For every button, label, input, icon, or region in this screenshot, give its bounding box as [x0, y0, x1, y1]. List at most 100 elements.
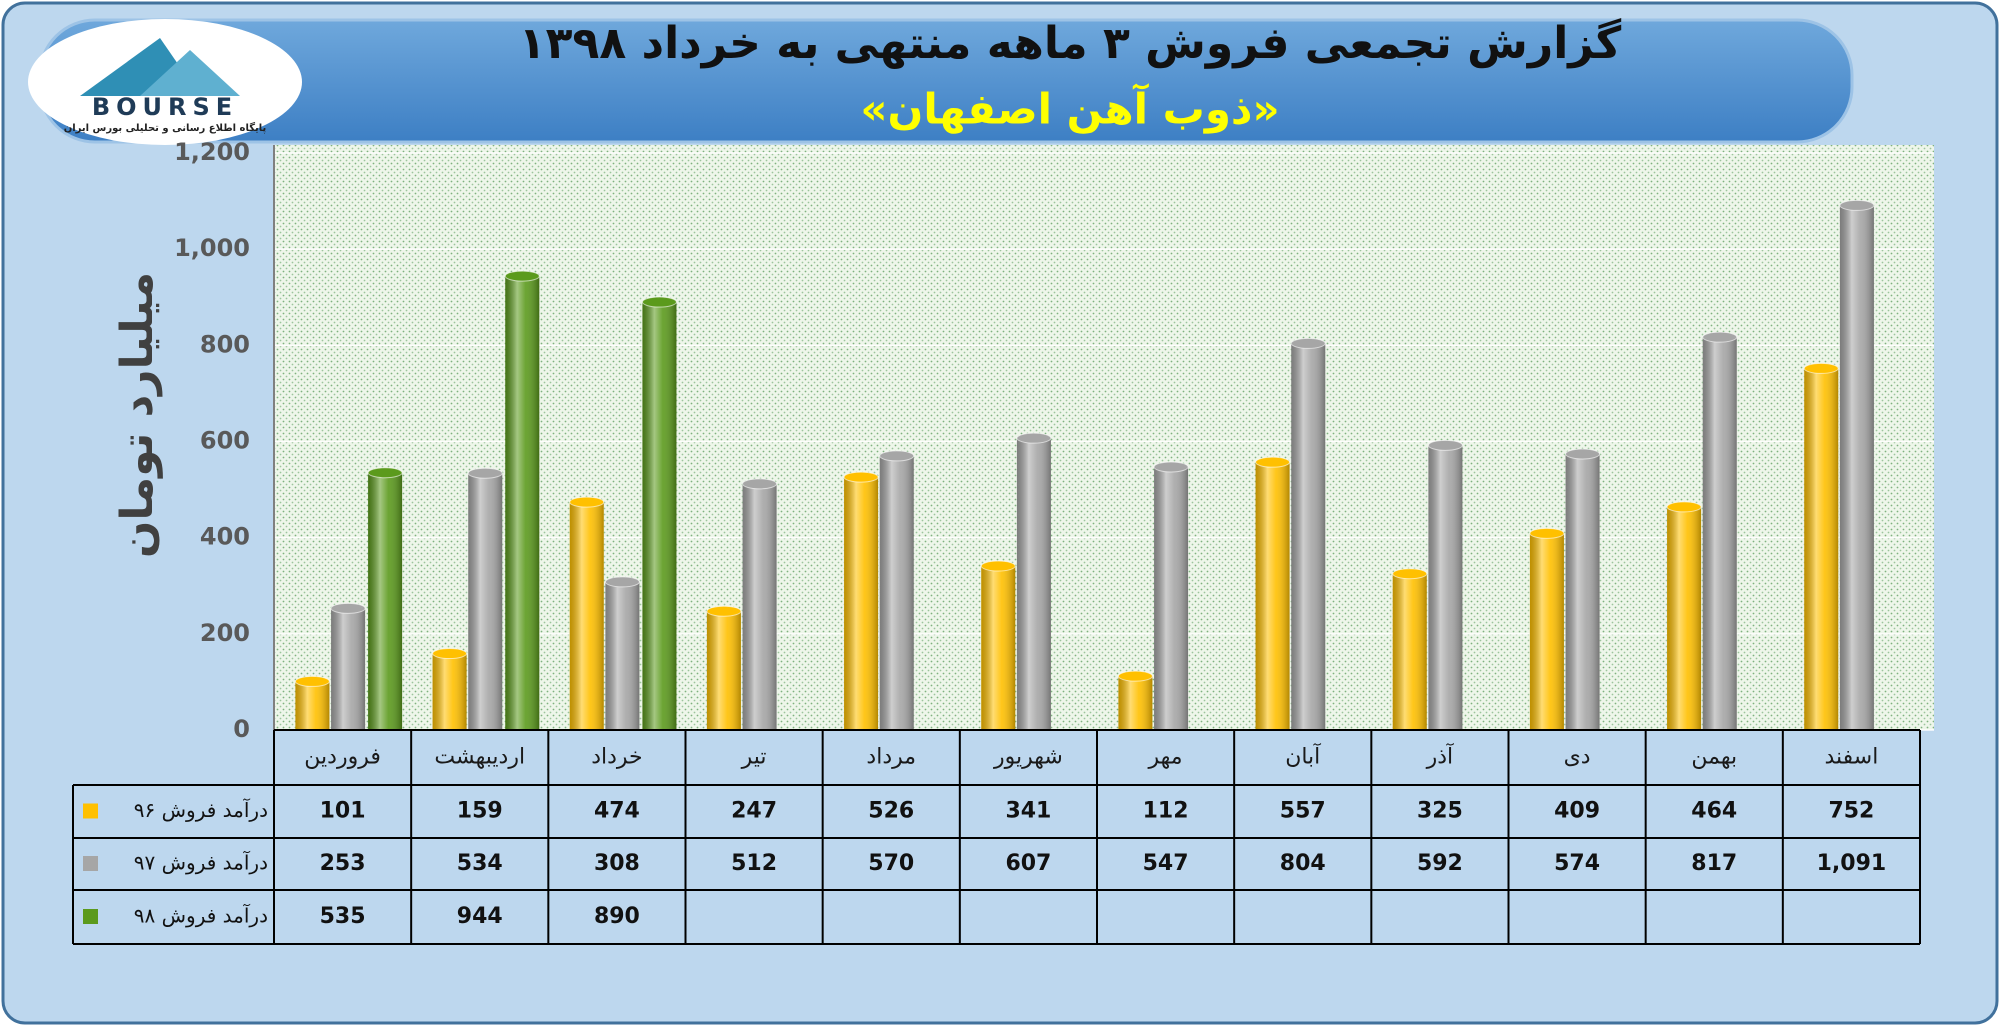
x-tick-label: شهریور	[993, 745, 1063, 770]
plot-area	[274, 145, 1934, 730]
bar-shading	[981, 566, 1016, 730]
table-value: 752	[1828, 799, 1874, 824]
table-value: 101	[320, 799, 366, 824]
bar-cap	[467, 467, 503, 479]
table-value: 890	[594, 904, 640, 929]
table-value: 592	[1417, 851, 1463, 876]
table-value: 159	[457, 799, 503, 824]
bar-shading	[844, 477, 879, 730]
table-value: 526	[868, 799, 914, 824]
bar-cap	[1290, 337, 1326, 349]
bar-shading	[1255, 462, 1290, 730]
bar-shading	[1016, 438, 1051, 730]
x-tick-label: آذر	[1426, 743, 1454, 770]
table-value: 557	[1280, 799, 1326, 824]
bar-shading	[706, 611, 741, 730]
bar-cap	[569, 496, 605, 508]
x-tick-label: تیر	[741, 745, 767, 770]
bar-shading	[605, 581, 640, 730]
legend-label: درآمد فروش ۹۸	[134, 903, 268, 928]
y-tick-label: 0	[233, 715, 250, 743]
x-tick-label: بهمن	[1691, 745, 1737, 770]
y-tick-label: 1,000	[174, 234, 250, 262]
bar-cap	[367, 467, 403, 479]
table-value: 112	[1143, 799, 1189, 824]
y-tick-label: 600	[200, 427, 250, 455]
bar-cap	[1255, 456, 1291, 468]
table-value: 535	[320, 904, 366, 929]
bar-cap	[706, 605, 742, 617]
bar-cap	[843, 471, 879, 483]
bar-shading	[642, 302, 677, 730]
chart-subtitle: «ذوب آهن اصفهان»	[860, 84, 1279, 135]
bar-cap	[432, 648, 468, 660]
bar-shading	[1702, 337, 1737, 730]
bar-shading	[1804, 368, 1839, 730]
table-value: 325	[1417, 799, 1463, 824]
bar-shading	[295, 681, 330, 730]
table-value: 464	[1691, 799, 1737, 824]
bar-shading	[1529, 533, 1564, 730]
y-tick-label: 1,200	[174, 138, 250, 166]
legend-swatch	[83, 856, 98, 871]
table-value: 409	[1554, 799, 1600, 824]
table-value: 804	[1280, 851, 1326, 876]
bar-cap	[1529, 527, 1565, 539]
bar-cap	[1839, 199, 1875, 211]
x-tick-label: اسفند	[1824, 745, 1878, 770]
legend-swatch	[83, 909, 98, 924]
bar-cap	[879, 450, 915, 462]
logo-text: BOURSE	[92, 93, 238, 121]
x-tick-label: آبان	[1285, 743, 1321, 770]
bar-cap	[641, 296, 677, 308]
bar-shading	[879, 455, 914, 730]
bar-cap	[1153, 461, 1189, 473]
bar-shading	[1154, 466, 1189, 730]
table-value: 817	[1691, 851, 1737, 876]
bar-cap	[604, 576, 640, 588]
legend-label: درآمد فروش ۹۶	[134, 797, 268, 822]
logo-tagline: پایگاه اطلاع رسانی و تحلیلی بورس ایران	[64, 121, 267, 134]
bar-shading	[468, 473, 503, 730]
bar-cap	[1117, 670, 1153, 682]
bar-shading	[1667, 506, 1702, 730]
legend-swatch	[83, 803, 98, 819]
y-tick-label: 200	[200, 619, 250, 647]
x-tick-label: خرداد	[591, 745, 642, 770]
bar-shading	[505, 276, 540, 730]
table-value: 1,091	[1817, 851, 1887, 876]
table-value: 341	[1005, 799, 1051, 824]
x-tick-label: اردیبهشت	[434, 745, 525, 770]
table-value: 547	[1143, 851, 1189, 876]
logo: BOURSE پایگاه اطلاع رسانی و تحلیلی بورس …	[28, 19, 302, 145]
bar-cap	[294, 675, 330, 687]
bar-cap	[1565, 448, 1601, 460]
table-value: 944	[457, 904, 503, 929]
table-value: 253	[320, 851, 366, 876]
bar-shading	[1839, 205, 1874, 730]
x-tick-label: فروردین	[304, 745, 381, 770]
bar-shading	[1291, 343, 1326, 730]
bar-cap	[1803, 362, 1839, 374]
x-tick-label: دی	[1564, 745, 1591, 770]
bar-shading	[1428, 445, 1463, 730]
bar-cap	[1427, 439, 1463, 451]
y-tick-label: 800	[200, 330, 250, 358]
bar-shading	[1392, 573, 1427, 730]
y-axis-title: میلیارد تومان	[112, 272, 163, 558]
table-value: 570	[868, 851, 914, 876]
bar-cap	[504, 270, 540, 282]
bar-cap	[1666, 501, 1702, 513]
bar-shading	[569, 502, 604, 730]
chart-title: گزارش تجمعی فروش ۳ ماهه منتهی به خرداد ۱…	[519, 17, 1622, 69]
bar-cap	[742, 478, 778, 490]
table-value: 534	[457, 851, 503, 876]
table-value: 247	[731, 799, 777, 824]
bar-shading	[742, 483, 777, 730]
bar-shading	[1118, 676, 1153, 730]
bar-cap	[330, 602, 366, 614]
bar-cap	[1702, 331, 1738, 343]
bar-shading	[1565, 454, 1600, 730]
